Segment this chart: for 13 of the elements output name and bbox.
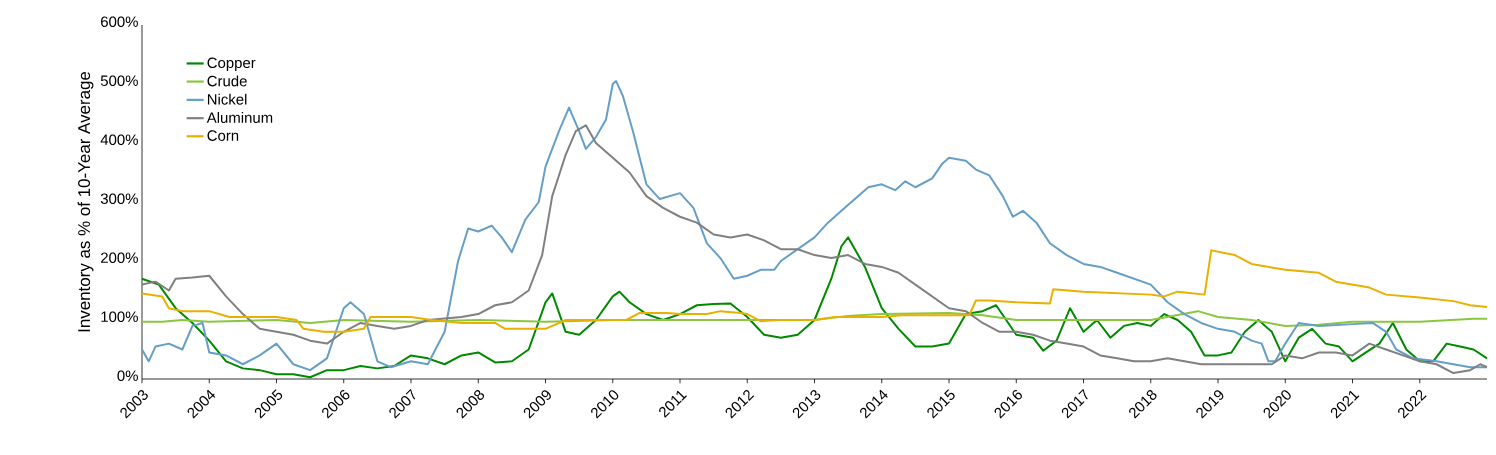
y-tick-label: 500% (100, 75, 138, 86)
y-tick-label: 300% (100, 193, 138, 204)
legend-label: Copper (207, 57, 256, 72)
y-tick-label: 400% (100, 134, 138, 145)
legend-label: Aluminum (206, 112, 273, 123)
y-tick-label: 0% (117, 370, 138, 381)
y-tick-label: 600% (101, 16, 138, 27)
legend-label: Corn (207, 130, 239, 141)
y-tick-label: 100% (101, 311, 138, 322)
legend-label: Crude (207, 75, 247, 87)
y-axis-title: Inventory as % of 10-Year Average (77, 71, 94, 332)
y-tick-label: 200% (101, 252, 138, 263)
legend-label: Nickel (207, 93, 247, 105)
